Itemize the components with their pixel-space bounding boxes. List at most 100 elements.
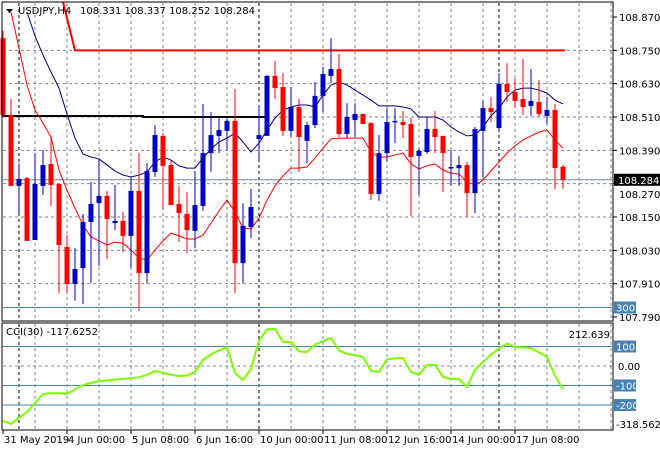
candle-body — [456, 165, 462, 169]
candle — [264, 75, 270, 136]
price-tick-label: 108.750 — [619, 46, 660, 57]
candle — [400, 110, 406, 139]
candle-body — [168, 165, 174, 206]
candle — [16, 163, 22, 214]
candle-body — [128, 190, 134, 236]
candle-body — [8, 115, 14, 186]
candle — [360, 113, 366, 124]
candle — [136, 153, 142, 311]
level-lines — [3, 1, 612, 181]
candle — [296, 98, 302, 172]
candle-body — [344, 117, 350, 134]
candle-body — [416, 150, 422, 156]
candle — [424, 117, 430, 154]
axes: 108.870 108.750 108.630 108.510 108.390 108.2… — [2, 13, 660, 446]
candle — [272, 60, 278, 99]
candle-body — [400, 122, 406, 126]
candle-body — [88, 203, 94, 222]
price-tick-label: 107.790 — [619, 313, 660, 324]
current-price-label: 108.284 — [618, 176, 659, 187]
candle-body — [328, 68, 334, 76]
cci-level-label: -100 — [616, 382, 639, 393]
candle-body — [192, 205, 198, 231]
candle — [168, 160, 174, 206]
candle-body — [432, 128, 438, 137]
time-tick-label: 5 Jun 08:00 — [132, 435, 189, 446]
candle-body — [96, 195, 102, 204]
candle — [488, 97, 494, 122]
price-tick-label: 108.510 — [619, 113, 660, 124]
candle-body — [240, 225, 246, 264]
candle — [144, 163, 150, 284]
time-tick-label: 10 Jun 00:00 — [260, 435, 324, 446]
candle — [392, 108, 398, 144]
candle — [96, 158, 102, 266]
candle — [56, 183, 62, 294]
candle-body — [480, 108, 486, 131]
candle — [408, 118, 414, 216]
candle-body — [72, 268, 78, 284]
candle — [544, 97, 550, 124]
cci-level-label: 300 — [616, 304, 635, 315]
candle-body — [488, 108, 494, 112]
candle-body — [136, 190, 142, 274]
candle-body — [112, 220, 118, 224]
candle — [344, 103, 350, 139]
candle — [368, 122, 374, 201]
time-tick-label: 14 Jun 00:00 — [452, 435, 516, 446]
cci-level-box — [614, 301, 636, 314]
candle-body — [472, 128, 478, 194]
time-tick-label: 31 May 2019 — [4, 435, 69, 446]
candle-body — [384, 122, 390, 154]
candle — [128, 177, 134, 269]
candle — [328, 38, 334, 84]
candle — [448, 150, 454, 186]
candle-body — [552, 110, 558, 169]
candle — [528, 68, 534, 116]
candle-body — [352, 113, 358, 121]
candle — [72, 248, 78, 301]
candle — [560, 165, 566, 189]
candle — [24, 177, 30, 241]
candle-body — [152, 135, 158, 172]
candle — [160, 133, 166, 211]
candle-body — [280, 87, 286, 131]
candle — [336, 53, 342, 137]
candle — [200, 103, 206, 211]
cci-panel — [2, 307, 612, 426]
candle-body — [16, 178, 22, 186]
triangle-down-icon[interactable] — [6, 9, 13, 13]
candle-body — [184, 213, 190, 231]
moving-averages — [10, 11, 564, 261]
candle-body — [360, 113, 366, 124]
candle — [112, 185, 118, 231]
candle — [192, 170, 198, 249]
cci-label: CCI(30) -117.6252 — [6, 327, 98, 338]
candle — [8, 98, 14, 186]
price-tick-label: 108.150 — [619, 213, 660, 224]
candle-body — [376, 153, 382, 194]
candle-body — [248, 207, 254, 227]
candle — [152, 125, 158, 177]
candle — [312, 82, 318, 129]
time-tick-label: 6 Jun 16:00 — [196, 435, 253, 446]
price-tick-label: 108.390 — [619, 146, 660, 157]
time-tick-label: 17 Jun 08:00 — [516, 435, 580, 446]
candle-body — [512, 92, 518, 101]
main-panel-border — [1, 1, 614, 322]
candle-body — [336, 68, 342, 134]
price-tick-label: 107.910 — [619, 280, 660, 291]
candle-body — [216, 130, 222, 136]
candle-body — [368, 123, 374, 194]
candle-body — [264, 75, 270, 136]
symbol-label: USDJPY,H4 — [18, 6, 71, 17]
candle — [352, 103, 358, 137]
candle-body — [176, 203, 182, 214]
cci-line — [2, 327, 564, 426]
candle-body — [224, 120, 230, 131]
candle — [240, 203, 246, 284]
candle — [376, 135, 382, 201]
candle-body — [560, 166, 566, 180]
